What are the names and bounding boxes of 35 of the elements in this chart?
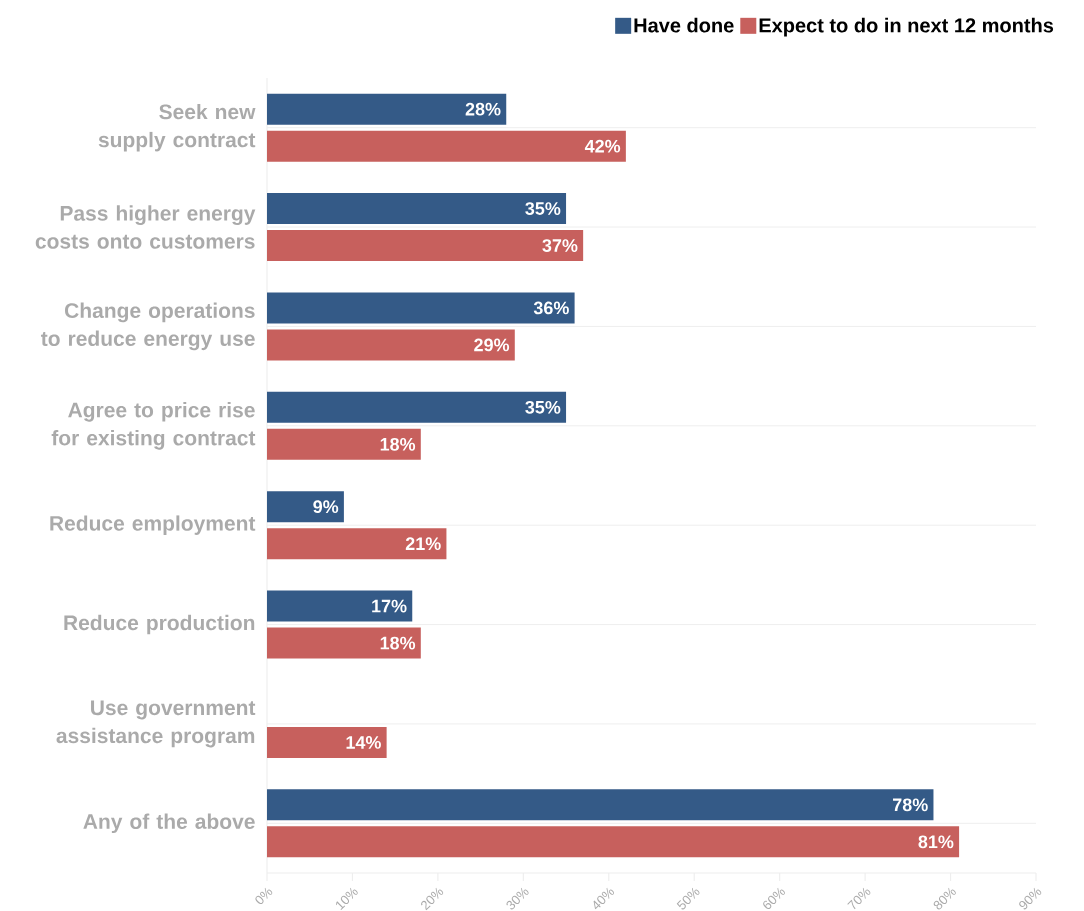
- data-label: 29%: [474, 338, 510, 352]
- y-tick-label: Pass higher energy costs onto customers: [35, 205, 256, 249]
- data-label: 37%: [542, 239, 578, 252]
- data-label: 18%: [380, 636, 416, 650]
- data-label: 35%: [525, 202, 561, 215]
- x-tick-label: 70%: [847, 887, 871, 910]
- data-label: 21%: [405, 537, 441, 551]
- data-label: 35%: [525, 400, 561, 414]
- x-tick-label: 40%: [593, 887, 615, 910]
- data-label: 18%: [380, 437, 416, 451]
- legend-label: Expect to do in next 12 months: [759, 17, 1054, 37]
- y-tick-label: Use government assistance program: [56, 700, 256, 748]
- x-tick-label: 60%: [763, 887, 785, 910]
- x-tick-label: 90%: [1019, 887, 1042, 910]
- x-tick-label: 0%: [255, 887, 273, 905]
- y-tick-label: Agree to price rise for existing contract: [51, 401, 256, 450]
- data-label: 42%: [584, 139, 621, 153]
- data-label: 9%: [313, 500, 339, 514]
- data-label: 81%: [918, 835, 954, 849]
- x-tick-label: 20%: [421, 887, 444, 911]
- y-tick-label: Change operations to reduce energy use: [40, 302, 255, 351]
- data-label: 14%: [346, 736, 381, 749]
- data-label: 78%: [893, 798, 928, 812]
- x-tick-label: 10%: [336, 887, 358, 911]
- data-label: 36%: [533, 301, 569, 315]
- x-tick-label: 30%: [506, 887, 529, 910]
- y-tick-label: Reduce production: [64, 614, 255, 635]
- x-tick-label: 50%: [676, 887, 700, 910]
- data-label: 17%: [372, 599, 407, 613]
- x-tick-label: 80%: [933, 887, 956, 910]
- y-tick-label: Any of the above: [83, 813, 255, 834]
- legend-label: Have done: [634, 17, 734, 33]
- data-label: 28%: [465, 102, 501, 116]
- y-tick-label: Reduce employment: [50, 515, 256, 535]
- y-tick-label: Seek new supply contract: [98, 103, 256, 152]
